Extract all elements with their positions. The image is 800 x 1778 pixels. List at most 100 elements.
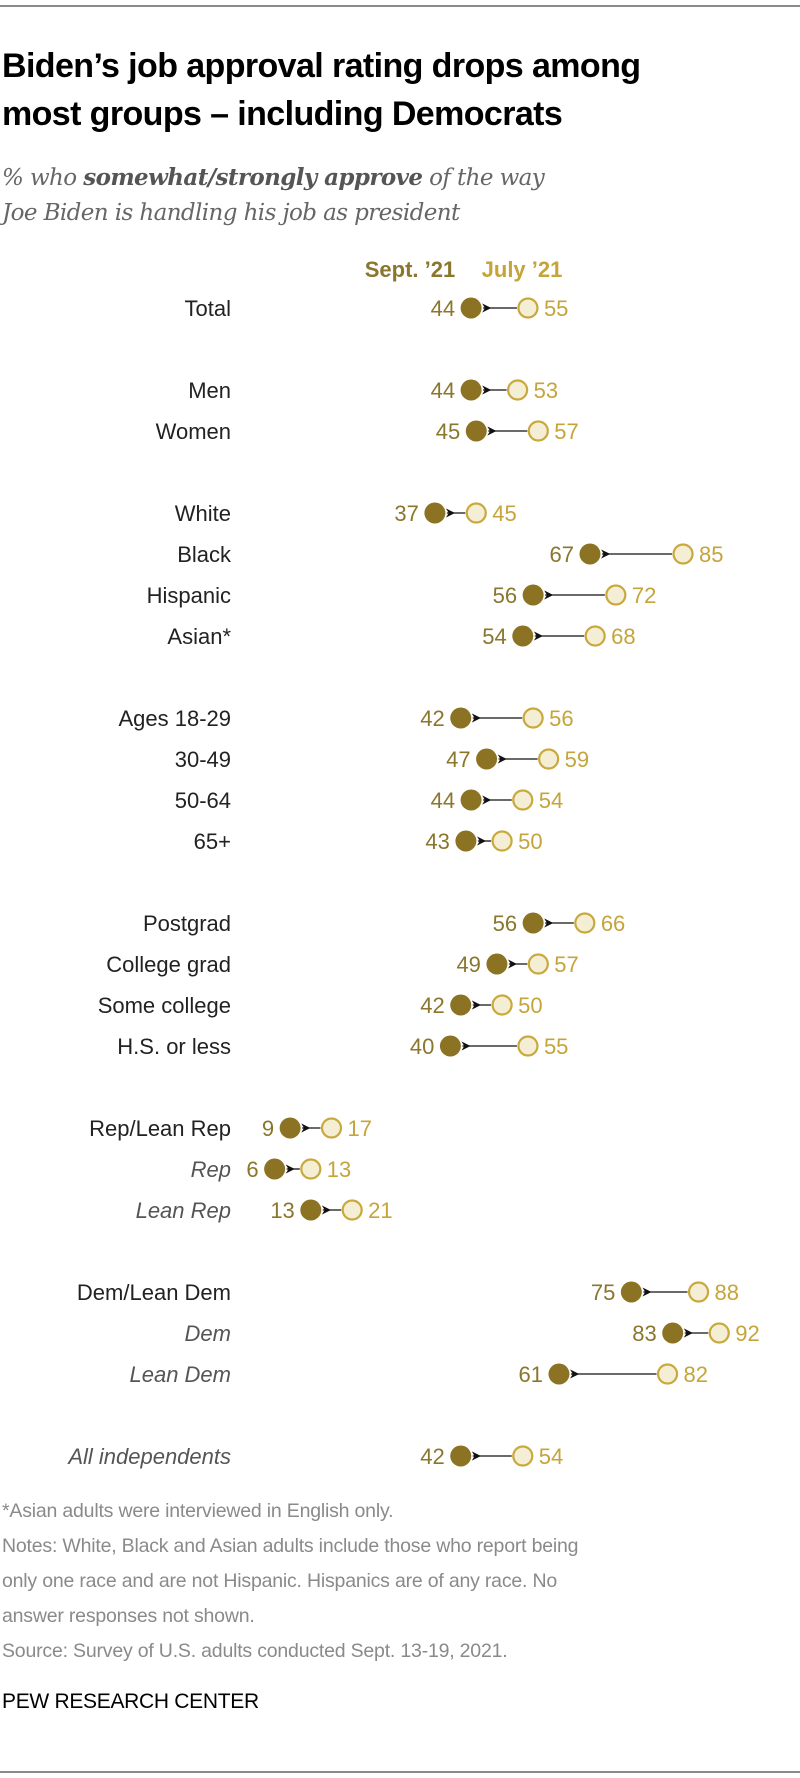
sept-dot [424, 502, 446, 524]
july-dot [320, 1117, 343, 1139]
july-dot [574, 912, 596, 934]
sept-dot [512, 625, 534, 647]
sept-dot [548, 1363, 570, 1385]
top-rule [0, 5, 800, 7]
july-dot [672, 543, 694, 565]
footnote-notes-2: only one race and are not Hispanic. Hisp… [2, 1570, 557, 1592]
sept-value: 75 [591, 1280, 615, 1305]
sept-value: 13 [270, 1198, 294, 1223]
row-label: Postgrad [143, 911, 231, 936]
july-dot [708, 1322, 730, 1344]
subtitle-line-2: Joe Biden is handling his job as preside… [2, 200, 460, 226]
sept-dot [476, 748, 498, 770]
row-label: Lean Rep [136, 1198, 231, 1223]
july-value: 56 [549, 706, 573, 731]
row-label: Hispanic [147, 583, 231, 608]
title-line-2: most groups – including Democrats [2, 95, 563, 133]
row-label: Lean Dem [129, 1362, 231, 1387]
sept-value: 54 [482, 624, 506, 649]
sept-dot [455, 830, 477, 852]
row-label: Asian* [167, 624, 231, 649]
july-value: 68 [611, 624, 635, 649]
july-value: 50 [518, 829, 542, 854]
july-dot [300, 1158, 322, 1180]
subtitle-post: of the way [422, 165, 545, 191]
sept-value: 44 [431, 788, 455, 813]
sept-dot [460, 297, 482, 319]
subtitle-bold: somewhat/strongly approve [83, 164, 423, 191]
sept-dot [264, 1158, 286, 1180]
july-dot [527, 953, 549, 975]
july-value: 55 [544, 1034, 568, 1059]
row-label: Dem/Lean Dem [77, 1280, 231, 1305]
row-label: College grad [106, 952, 231, 977]
footnote-asian: *Asian adults were interviewed in Englis… [2, 1500, 394, 1522]
july-dot [512, 789, 534, 811]
row-label: 65+ [194, 829, 231, 854]
sept-dot [662, 1322, 684, 1344]
sept-value: 61 [518, 1362, 542, 1387]
july-dot [341, 1199, 363, 1221]
july-value: 57 [554, 952, 578, 977]
row-label: Some college [98, 993, 231, 1018]
july-dot [538, 748, 560, 770]
sept-value: 83 [632, 1321, 656, 1346]
sept-dot [450, 994, 472, 1016]
july-dot [522, 707, 544, 729]
july-dot [605, 584, 627, 606]
legend-sept: Sept. ’21 [365, 257, 455, 282]
row-label: Rep/Lean Rep [89, 1116, 231, 1141]
footnote-notes-1: Notes: White, Black and Asian adults inc… [2, 1535, 579, 1557]
sept-dot [620, 1281, 642, 1303]
row-label: 30-49 [175, 747, 231, 772]
sept-value: 9 [262, 1116, 274, 1141]
bottom-rule [0, 1771, 800, 1773]
july-value: 82 [684, 1362, 708, 1387]
row-label: White [175, 501, 231, 526]
footnote-source: Source: Survey of U.S. adults conducted … [2, 1640, 508, 1662]
sept-value: 49 [456, 952, 480, 977]
sept-value: 42 [420, 706, 444, 731]
sept-value: 56 [493, 583, 517, 608]
sept-value: 44 [431, 378, 455, 403]
july-value: 55 [544, 296, 568, 321]
chart-subtitle: % who somewhat/strongly approve of the w… [2, 160, 545, 231]
sept-value: 67 [550, 542, 574, 567]
row-label: All independents [66, 1444, 231, 1469]
sept-dot [450, 707, 472, 729]
sept-dot [450, 1445, 472, 1467]
sept-value: 47 [446, 747, 470, 772]
july-value: 54 [539, 1444, 563, 1469]
sept-value: 42 [420, 1444, 444, 1469]
july-value: 17 [347, 1116, 371, 1141]
july-value: 45 [492, 501, 516, 526]
row-label: Women [156, 419, 231, 444]
july-value: 53 [534, 378, 558, 403]
sept-value: 43 [425, 829, 449, 854]
july-dot [527, 420, 549, 442]
july-dot [507, 379, 529, 401]
sept-dot [460, 379, 482, 401]
july-value: 13 [327, 1157, 351, 1182]
july-dot [517, 1035, 539, 1057]
sept-dot [460, 789, 482, 811]
sept-dot [439, 1035, 461, 1057]
pew-logo-text: PEW RESEARCH CENTER [2, 1690, 259, 1713]
sept-dot [465, 420, 487, 442]
row-label: Men [188, 378, 231, 403]
july-dot [512, 1445, 534, 1467]
july-value: 72 [632, 583, 656, 608]
july-dot [491, 994, 513, 1016]
sept-dot [279, 1117, 301, 1139]
july-value: 21 [368, 1198, 392, 1223]
july-value: 57 [554, 419, 578, 444]
row-label: Rep [191, 1157, 231, 1182]
july-dot [656, 1363, 679, 1385]
july-dot [491, 830, 513, 852]
row-label: H.S. or less [117, 1034, 231, 1059]
july-value: 50 [518, 993, 542, 1018]
july-dot [517, 297, 539, 319]
footnote-notes-3: answer responses not shown. [2, 1605, 255, 1627]
row-label: Total [185, 296, 231, 321]
